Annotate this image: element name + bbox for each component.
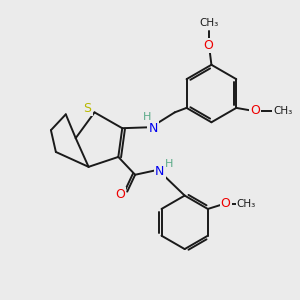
Text: O: O	[203, 40, 213, 52]
Text: S: S	[84, 102, 92, 115]
Text: CH₃: CH₃	[237, 199, 256, 209]
Text: N: N	[148, 122, 158, 135]
Text: CH₃: CH₃	[273, 106, 292, 116]
Text: CH₃: CH₃	[200, 18, 219, 28]
Text: N: N	[155, 165, 165, 178]
Text: O: O	[115, 188, 125, 201]
Text: H: H	[165, 159, 173, 169]
Text: O: O	[250, 104, 260, 117]
Text: H: H	[143, 112, 151, 122]
Text: O: O	[221, 197, 231, 211]
